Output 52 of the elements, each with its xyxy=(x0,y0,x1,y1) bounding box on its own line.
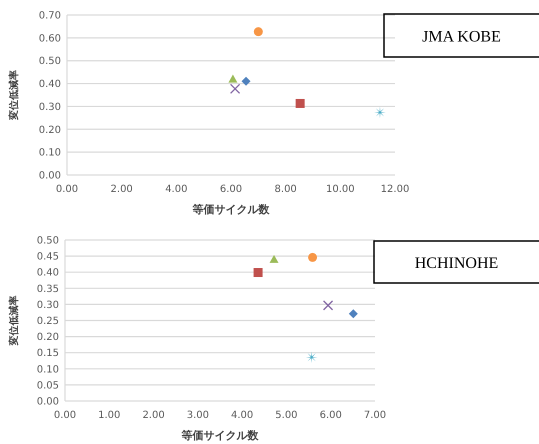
x-tick-label: 8.00 xyxy=(274,184,297,195)
text: HCHINOHE xyxy=(414,255,498,272)
y-tick-label: 0.15 xyxy=(36,348,59,360)
text: JMA KOBE xyxy=(422,28,501,46)
y-tick-label: 0.60 xyxy=(38,33,61,44)
point xyxy=(228,74,238,83)
y-tick-label: 0.70 xyxy=(38,10,61,22)
y-tick-label: 0.30 xyxy=(38,102,61,113)
y-tick-label: 0.35 xyxy=(36,284,59,295)
point xyxy=(242,76,251,86)
y-tick-label: 0.45 xyxy=(36,252,59,263)
x-axis-title: 等価サイクル数 xyxy=(192,203,270,216)
x-tick-label: 6.00 xyxy=(320,410,342,421)
x-tick-label: 0.00 xyxy=(56,184,78,195)
point xyxy=(308,252,318,262)
y-axis-title: 変位低減率 xyxy=(8,70,20,121)
point xyxy=(270,254,279,263)
y-tick-label: 0.10 xyxy=(38,148,61,159)
point xyxy=(374,106,386,118)
point xyxy=(296,98,305,108)
x-tick-label: 6.00 xyxy=(220,184,242,195)
x-tick-label: 5.00 xyxy=(275,410,298,421)
point xyxy=(306,351,318,364)
point xyxy=(230,84,240,94)
point xyxy=(254,268,263,278)
y-tick-label: 0.25 xyxy=(36,316,59,327)
y-tick-label: 0.50 xyxy=(38,56,61,68)
x-axis-title: 等価サイクル数 xyxy=(180,429,260,442)
x-tick-label: 10.00 xyxy=(326,184,355,195)
x-tick-label: 3.00 xyxy=(186,410,209,421)
y-axis-title: 変位低減率 xyxy=(8,296,20,346)
y-tick-label: 0.40 xyxy=(36,268,59,279)
x-tick-label: 4.00 xyxy=(231,410,254,421)
x-tick-label: 12.00 xyxy=(380,184,410,195)
y-tick-label: 0.00 xyxy=(36,396,59,408)
x-tick-label: 1.00 xyxy=(98,410,120,421)
x-tick-label: 4.00 xyxy=(165,184,188,195)
y-tick-label: 0.10 xyxy=(36,364,59,376)
x-tick-label: 2.00 xyxy=(142,410,165,421)
y-tick-label: 0.05 xyxy=(36,380,59,392)
y-tick-label: 0.40 xyxy=(38,79,61,90)
y-tick-label: 0.50 xyxy=(36,236,59,246)
point xyxy=(254,27,263,36)
y-tick-label: 0.20 xyxy=(36,332,59,344)
y-tick-label: 0.30 xyxy=(36,300,59,311)
y-tick-label: 0.20 xyxy=(38,124,61,136)
y-tick-label: 0.00 xyxy=(38,170,61,182)
x-tick-label: 7.00 xyxy=(364,410,386,421)
point xyxy=(348,309,358,318)
x-tick-label: 2.00 xyxy=(110,184,133,195)
x-tick-label: 0.00 xyxy=(54,410,76,421)
point xyxy=(322,300,334,311)
